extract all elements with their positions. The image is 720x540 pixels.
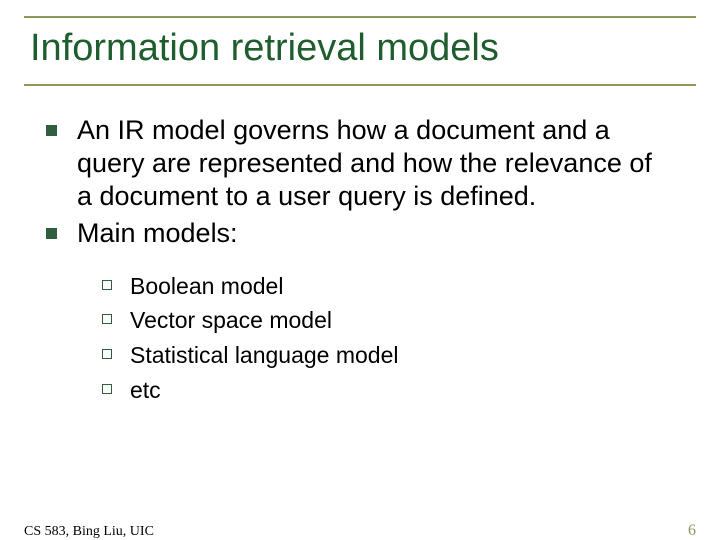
hollow-square-bullet-icon xyxy=(102,349,112,359)
square-bullet-icon xyxy=(46,125,57,136)
list-item-text: An IR model governs how a document and a… xyxy=(77,114,674,213)
title-bar: Information retrieval models xyxy=(24,16,696,86)
list-item-text: Statistical language model xyxy=(130,341,399,370)
slide-body: An IR model governs how a document and a… xyxy=(24,86,696,405)
slide: Information retrieval models An IR model… xyxy=(0,16,720,540)
list-item-text: Boolean model xyxy=(130,272,283,301)
list-item: Statistical language model xyxy=(102,341,674,370)
title-bar-accent xyxy=(24,16,62,18)
list-item-text: Vector space model xyxy=(130,306,332,335)
hollow-square-bullet-icon xyxy=(102,280,112,290)
list-item: Boolean model xyxy=(102,272,674,301)
sub-list: Boolean model Vector space model Statist… xyxy=(46,254,674,405)
list-item: Vector space model xyxy=(102,306,674,335)
square-bullet-icon xyxy=(46,228,57,239)
hollow-square-bullet-icon xyxy=(102,314,112,324)
list-item: Main models: xyxy=(46,217,674,250)
list-item-text: etc xyxy=(130,376,161,405)
hollow-square-bullet-icon xyxy=(102,384,112,394)
footer-text: CS 583, Bing Liu, UIC xyxy=(24,524,154,540)
list-item: An IR model governs how a document and a… xyxy=(46,114,674,213)
page-number: 6 xyxy=(688,522,696,540)
list-item: etc xyxy=(102,376,674,405)
footer: CS 583, Bing Liu, UIC 6 xyxy=(24,522,696,540)
list-item-text: Main models: xyxy=(77,217,238,250)
page-title: Information retrieval models xyxy=(30,28,690,70)
